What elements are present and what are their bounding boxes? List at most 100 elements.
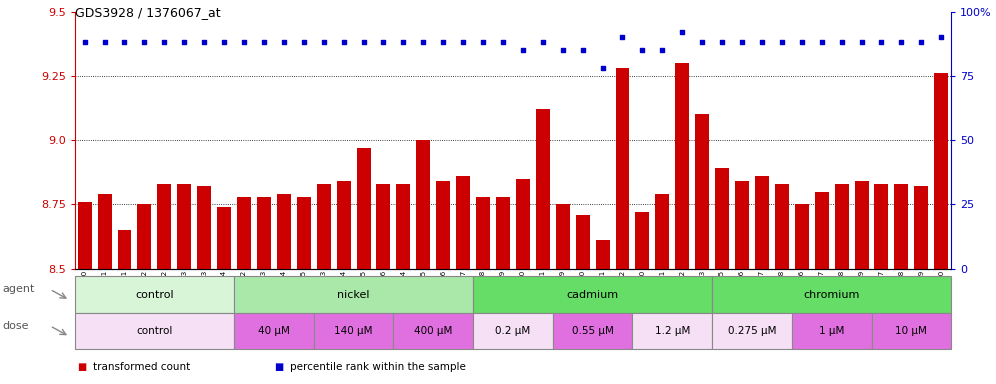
Point <box>893 39 909 45</box>
Bar <box>775 184 789 269</box>
Bar <box>237 197 251 269</box>
Bar <box>314 313 393 349</box>
Bar <box>118 230 131 269</box>
Point <box>236 39 252 45</box>
Bar <box>177 184 191 269</box>
Bar <box>496 197 510 269</box>
Text: nickel: nickel <box>338 290 370 300</box>
Bar <box>934 73 948 269</box>
Text: 1 μM: 1 μM <box>819 326 845 336</box>
Bar <box>396 184 410 269</box>
Point <box>475 39 491 45</box>
Point <box>336 39 352 45</box>
Text: 10 μM: 10 μM <box>895 326 927 336</box>
Point <box>77 39 93 45</box>
Bar <box>712 276 951 313</box>
Point <box>814 39 830 45</box>
Point <box>435 39 451 45</box>
Text: 400 μM: 400 μM <box>414 326 452 336</box>
Bar <box>872 313 951 349</box>
Bar <box>436 181 450 269</box>
Bar <box>536 109 550 269</box>
Bar <box>632 313 712 349</box>
Point <box>555 47 571 53</box>
Point <box>216 39 232 45</box>
Point <box>714 39 730 45</box>
Bar <box>715 169 729 269</box>
Point <box>933 34 949 40</box>
Bar <box>317 184 331 269</box>
Point <box>256 39 272 45</box>
Bar <box>473 276 712 313</box>
Text: chromium: chromium <box>804 290 860 300</box>
Bar <box>735 181 749 269</box>
Point <box>794 39 810 45</box>
Point <box>356 39 372 45</box>
Bar <box>894 184 908 269</box>
Point <box>455 39 471 45</box>
Bar <box>297 197 311 269</box>
Bar <box>78 202 92 269</box>
Point <box>634 47 650 53</box>
Bar <box>655 194 669 269</box>
Bar <box>234 276 473 313</box>
Point <box>375 39 391 45</box>
Bar <box>855 181 869 269</box>
Bar <box>792 313 872 349</box>
Point <box>176 39 192 45</box>
Bar <box>815 192 829 269</box>
Point <box>834 39 850 45</box>
Text: 1.2 μM: 1.2 μM <box>654 326 690 336</box>
Point <box>615 34 630 40</box>
Point <box>156 39 172 45</box>
Point <box>734 39 750 45</box>
Point <box>595 65 611 71</box>
Point <box>196 39 212 45</box>
Text: agent: agent <box>2 284 35 294</box>
Bar <box>217 207 231 269</box>
Bar <box>157 184 171 269</box>
Text: 40 μM: 40 μM <box>258 326 290 336</box>
Point <box>415 39 431 45</box>
Text: dose: dose <box>2 321 29 331</box>
Text: cadmium: cadmium <box>567 290 619 300</box>
Point <box>654 47 670 53</box>
Text: percentile rank within the sample: percentile rank within the sample <box>290 362 466 372</box>
Point <box>754 39 770 45</box>
Bar <box>197 187 211 269</box>
Bar <box>596 240 610 269</box>
Point <box>515 47 531 53</box>
Bar <box>755 176 769 269</box>
Bar <box>795 205 809 269</box>
Text: control: control <box>136 326 172 336</box>
Text: ■: ■ <box>77 362 86 372</box>
Bar <box>456 176 470 269</box>
Bar <box>476 197 490 269</box>
Point <box>694 39 710 45</box>
Bar <box>75 313 234 349</box>
Point <box>873 39 889 45</box>
Bar <box>277 194 291 269</box>
Text: 0.55 μM: 0.55 μM <box>572 326 614 336</box>
Text: 0.2 μM: 0.2 μM <box>495 326 531 336</box>
Bar <box>556 205 570 269</box>
Bar <box>553 313 632 349</box>
Text: GDS3928 / 1376067_at: GDS3928 / 1376067_at <box>75 6 220 19</box>
Bar <box>98 194 112 269</box>
Bar <box>337 181 351 269</box>
Bar <box>635 212 649 269</box>
Point <box>117 39 132 45</box>
Bar <box>712 313 792 349</box>
Bar <box>576 215 590 269</box>
Point <box>854 39 870 45</box>
Point <box>296 39 312 45</box>
Point <box>97 39 113 45</box>
Bar <box>675 63 689 269</box>
Text: control: control <box>135 290 173 300</box>
Bar <box>416 140 430 269</box>
Point <box>276 39 292 45</box>
Bar <box>914 187 928 269</box>
Bar <box>393 313 473 349</box>
Point <box>136 39 152 45</box>
Bar <box>75 276 234 313</box>
